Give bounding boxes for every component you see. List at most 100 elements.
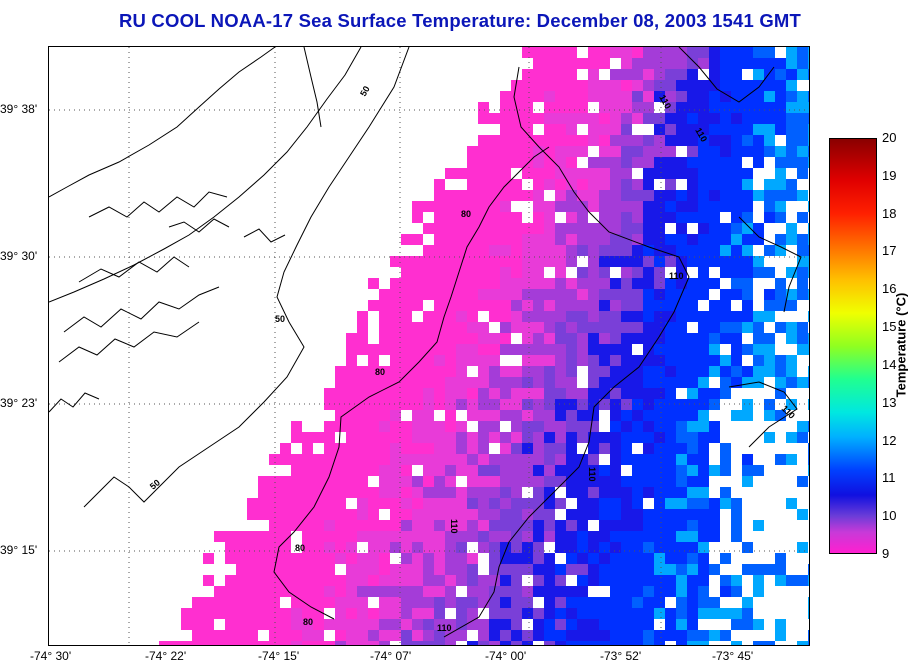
sst-pixel	[489, 454, 500, 465]
sst-pixel	[533, 531, 544, 542]
sst-pixel	[632, 47, 643, 58]
sst-pixel	[489, 267, 500, 278]
sst-pixel	[698, 630, 709, 641]
sst-pixel	[709, 157, 720, 168]
sst-pixel	[445, 641, 456, 645]
sst-pixel	[775, 322, 786, 333]
sst-pixel	[775, 69, 786, 80]
sst-pixel	[621, 80, 632, 91]
sst-pixel	[621, 124, 632, 135]
sst-pixel	[434, 575, 445, 586]
sst-pixel	[280, 564, 291, 575]
sst-pixel	[346, 630, 357, 641]
colorbar-tick-label: 13	[882, 394, 897, 410]
sst-pixel	[665, 542, 676, 553]
sst-pixel	[313, 520, 324, 531]
sst-pixel	[698, 487, 709, 498]
sst-pixel	[533, 586, 544, 597]
sst-pixel	[456, 531, 467, 542]
sst-pixel	[456, 234, 467, 245]
sst-pixel	[291, 619, 302, 630]
sst-pixel	[632, 289, 643, 300]
sst-pixel	[456, 344, 467, 355]
contour-label-110: 110	[587, 467, 597, 482]
sst-pixel	[566, 564, 577, 575]
sst-pixel	[643, 377, 654, 388]
sst-pixel	[533, 245, 544, 256]
sst-pixel	[313, 465, 324, 476]
sst-pixel	[764, 641, 775, 645]
sst-pixel	[588, 190, 599, 201]
sst-pixel	[379, 619, 390, 630]
sst-pixel	[654, 542, 665, 553]
sst-pixel	[753, 333, 764, 344]
sst-pixel	[566, 201, 577, 212]
sst-pixel	[797, 333, 808, 344]
sst-pixel	[489, 641, 500, 645]
sst-pixel	[720, 223, 731, 234]
sst-pixel	[390, 333, 401, 344]
sst-pixel	[676, 542, 687, 553]
sst-pixel	[610, 102, 621, 113]
sst-pixel	[335, 454, 346, 465]
sst-pixel	[390, 311, 401, 322]
sst-pixel	[687, 432, 698, 443]
sst-pixel	[566, 388, 577, 399]
sst-pixel	[577, 630, 588, 641]
sst-pixel	[654, 498, 665, 509]
sst-pixel	[511, 399, 522, 410]
sst-pixel	[808, 377, 809, 388]
sst-pixel	[445, 344, 456, 355]
sst-pixel	[401, 454, 412, 465]
sst-pixel	[544, 256, 555, 267]
sst-pixel	[522, 586, 533, 597]
sst-pixel	[511, 586, 522, 597]
sst-pixel	[445, 278, 456, 289]
sst-pixel	[742, 278, 753, 289]
sst-pixel	[478, 278, 489, 289]
sst-pixel	[665, 410, 676, 421]
sst-pixel	[720, 91, 731, 102]
sst-pixel	[412, 267, 423, 278]
sst-pixel	[467, 245, 478, 256]
sst-pixel	[544, 608, 555, 619]
sst-pixel	[544, 630, 555, 641]
sst-pixel	[742, 135, 753, 146]
sst-pixel	[698, 190, 709, 201]
sst-pixel	[742, 80, 753, 91]
sst-pixel	[588, 333, 599, 344]
sst-pixel	[500, 520, 511, 531]
sst-pixel	[632, 58, 643, 69]
sst-pixel	[654, 278, 665, 289]
sst-pixel	[478, 399, 489, 410]
sst-pixel	[588, 575, 599, 586]
sst-pixel	[225, 553, 236, 564]
sst-pixel	[434, 619, 445, 630]
sst-pixel	[665, 91, 676, 102]
sst-pixel	[709, 531, 720, 542]
sst-pixel	[687, 454, 698, 465]
sst-pixel	[489, 509, 500, 520]
sst-pixel	[775, 179, 786, 190]
sst-pixel	[269, 476, 280, 487]
sst-pixel	[500, 410, 511, 421]
sst-pixel	[577, 355, 588, 366]
sst-pixel	[258, 476, 269, 487]
sst-pixel	[324, 509, 335, 520]
sst-pixel	[225, 542, 236, 553]
sst-pixel	[247, 542, 258, 553]
sst-pixel	[357, 421, 368, 432]
sst-pixel	[401, 641, 412, 645]
sst-pixel	[533, 465, 544, 476]
sst-pixel	[522, 190, 533, 201]
sst-pixel	[808, 641, 809, 645]
sst-pixel	[390, 410, 401, 421]
sst-pixel	[390, 542, 401, 553]
sst-pixel	[368, 300, 379, 311]
sst-pixel	[412, 421, 423, 432]
sst-pixel	[423, 465, 434, 476]
sst-pixel	[379, 553, 390, 564]
sst-pixel	[214, 531, 225, 542]
sst-pixel	[467, 476, 478, 487]
sst-pixel	[654, 388, 665, 399]
